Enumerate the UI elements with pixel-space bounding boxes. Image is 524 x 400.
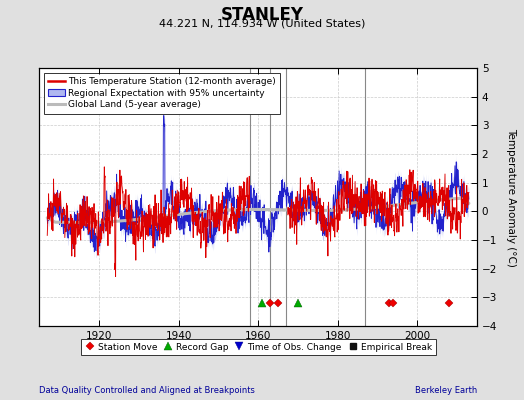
Legend: This Temperature Station (12-month average), Regional Expectation with 95% uncer: This Temperature Station (12-month avera… bbox=[44, 72, 280, 114]
Legend: Station Move, Record Gap, Time of Obs. Change, Empirical Break: Station Move, Record Gap, Time of Obs. C… bbox=[81, 339, 435, 355]
Text: 44.221 N, 114.934 W (United States): 44.221 N, 114.934 W (United States) bbox=[159, 18, 365, 28]
Y-axis label: Temperature Anomaly (°C): Temperature Anomaly (°C) bbox=[507, 128, 517, 266]
Text: Berkeley Earth: Berkeley Earth bbox=[414, 386, 477, 395]
Text: STANLEY: STANLEY bbox=[221, 6, 303, 24]
Text: Data Quality Controlled and Aligned at Breakpoints: Data Quality Controlled and Aligned at B… bbox=[39, 386, 255, 395]
